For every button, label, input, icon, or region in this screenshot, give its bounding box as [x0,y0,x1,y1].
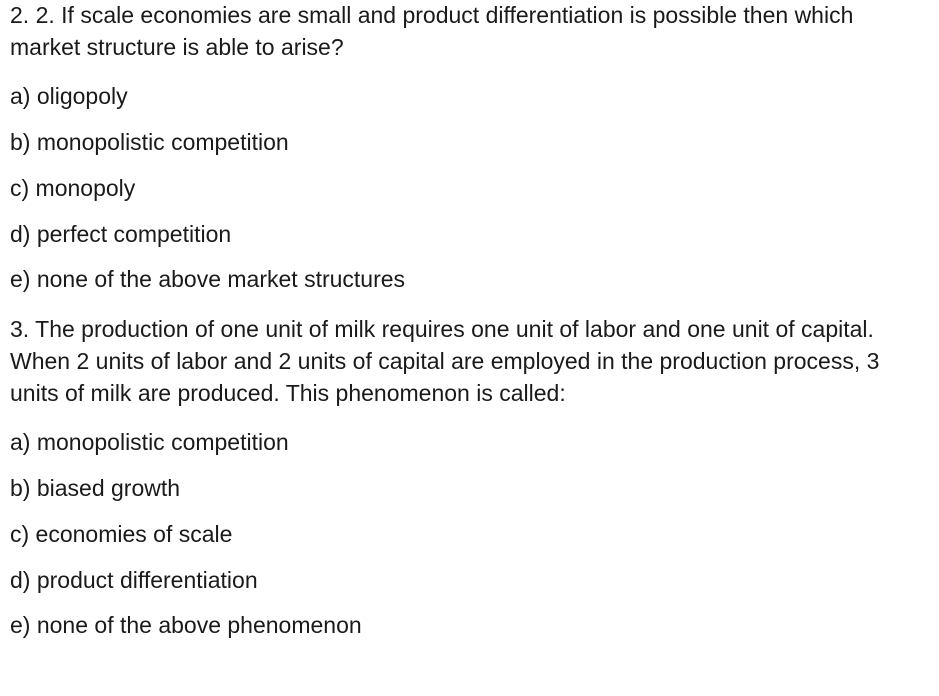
question-option: c) economies of scale [10,519,929,551]
question-option: d) product differentiation [10,565,929,597]
page: 2. 2. If scale economies are small and p… [0,0,939,696]
question-option: e) none of the above phenomenon [10,610,929,642]
question-block-2: 3. The production of one unit of milk re… [10,314,929,642]
question-option: b) biased growth [10,473,929,505]
question-option: e) none of the above market structures [10,264,929,296]
question-option: a) oligopoly [10,81,929,113]
question-option: c) monopoly [10,173,929,205]
question-option: a) monopolistic competition [10,427,929,459]
question-prompt: 2. 2. If scale economies are small and p… [10,0,929,63]
question-prompt: 3. The production of one unit of milk re… [10,314,929,409]
question-block-1: 2. 2. If scale economies are small and p… [10,0,929,296]
question-option: b) monopolistic competition [10,127,929,159]
question-option: d) perfect competition [10,219,929,251]
